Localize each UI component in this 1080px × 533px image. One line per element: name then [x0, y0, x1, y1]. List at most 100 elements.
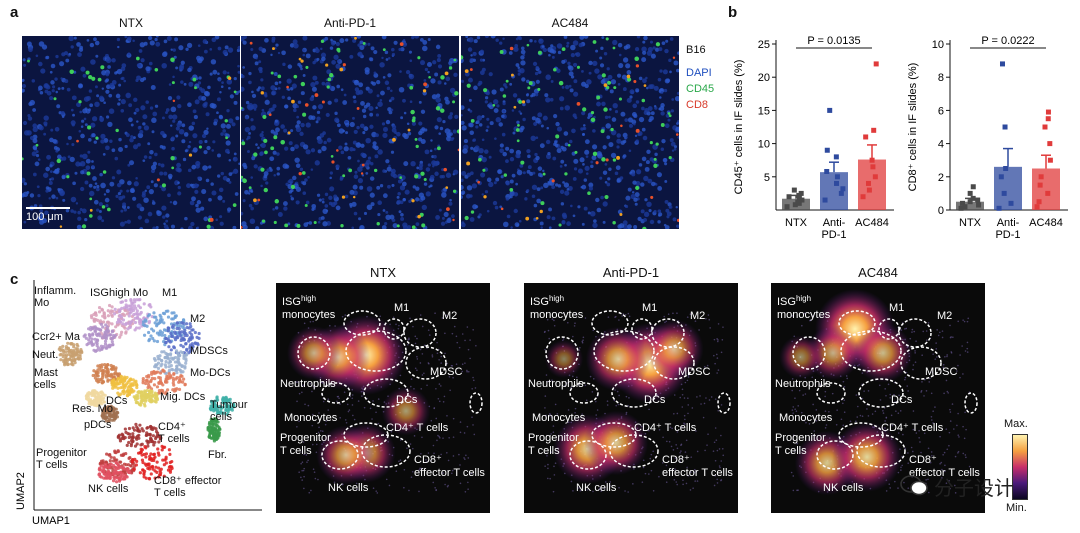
cd45-cell: [290, 184, 296, 190]
cluster-label: ISGhigh Mo: [90, 287, 148, 299]
umap-cell: [152, 443, 156, 447]
dapi-nucleus: [467, 47, 473, 52]
dapi-nucleus: [250, 176, 254, 179]
dapi-nucleus: [527, 165, 532, 170]
cd45-cell: [411, 118, 416, 123]
dapi-nucleus: [438, 132, 442, 135]
dapi-nucleus: [288, 178, 294, 184]
dapi-nucleus: [349, 189, 355, 195]
cd45-cell: [100, 65, 105, 70]
cd45-cell: [241, 141, 246, 146]
umap-cell: [154, 465, 158, 469]
umap-cell: [170, 325, 174, 329]
density-cell: [312, 320, 314, 323]
density-cell: [302, 469, 305, 472]
dapi-nucleus: [503, 83, 507, 87]
cd45-cell: [420, 171, 425, 176]
dapi-nucleus: [245, 100, 250, 105]
dapi-nucleus: [294, 157, 300, 163]
density-cell: [618, 486, 620, 489]
dapi-nucleus: [316, 57, 320, 61]
x-tick-label: NTX: [785, 217, 808, 229]
umap-cell: [152, 369, 156, 374]
dapi-nucleus: [554, 140, 558, 144]
data-point: [958, 205, 964, 211]
dapi-nucleus: [312, 60, 316, 65]
cd8-cell: [452, 218, 455, 222]
umap-cell: [228, 397, 232, 401]
dapi-nucleus: [437, 53, 442, 58]
cluster-label: MDSCs: [190, 345, 228, 357]
umap-cell: [149, 452, 153, 456]
dapi-nucleus: [73, 36, 77, 40]
cd45-cell: [626, 77, 632, 82]
dapi-nucleus: [120, 209, 124, 213]
density-cell: [430, 459, 432, 462]
dapi-nucleus: [353, 174, 359, 179]
umap-cell: [107, 303, 112, 308]
dapi-nucleus: [390, 108, 394, 112]
dapi-nucleus: [105, 188, 110, 193]
dapi-nucleus: [165, 111, 168, 114]
umap-cell: [116, 434, 121, 438]
dapi-nucleus: [418, 192, 425, 198]
umap-cell: [156, 354, 160, 359]
data-point: [970, 184, 976, 190]
density-cell: [609, 485, 611, 487]
dapi-nucleus: [440, 221, 446, 226]
data-point: [865, 180, 871, 186]
dapi-nucleus: [583, 206, 588, 211]
umap-cell: [95, 344, 99, 348]
density-cell: [440, 355, 443, 358]
dapi-nucleus: [181, 123, 186, 128]
density-cell: [545, 374, 548, 376]
dapi-nucleus: [443, 211, 449, 217]
umap-cell: [127, 440, 131, 445]
dapi-nucleus: [522, 53, 526, 57]
density-cell: [459, 421, 462, 423]
dapi-nucleus: [605, 123, 611, 129]
dapi-nucleus: [617, 224, 622, 229]
dapi-nucleus: [449, 57, 455, 64]
density-cell: [714, 459, 717, 462]
umap-cell: [101, 372, 105, 376]
umap-cell: [106, 309, 110, 313]
dapi-nucleus: [521, 46, 525, 51]
density-cell: [713, 484, 716, 487]
cd45-cell: [376, 222, 380, 226]
dapi-nucleus: [472, 58, 476, 62]
density-cell: [395, 323, 397, 326]
density-cell: [409, 317, 411, 320]
umap-cell: [209, 425, 213, 429]
umap-cell: [112, 312, 117, 316]
dapi-nucleus: [385, 58, 389, 61]
dapi-nucleus: [543, 182, 549, 189]
density-cell: [461, 363, 464, 366]
cluster-label: cells: [210, 411, 233, 423]
umap-cell: [142, 302, 146, 306]
dapi-nucleus: [105, 89, 110, 94]
umap-cell: [215, 398, 220, 402]
dapi-nucleus: [89, 190, 95, 197]
density-cell: [443, 395, 446, 398]
dapi-nucleus: [441, 168, 445, 172]
dapi-nucleus: [46, 90, 52, 96]
umap-cell: [179, 368, 183, 373]
dapi-nucleus: [23, 63, 27, 67]
density-cell: [376, 492, 379, 494]
umap-cell: [91, 326, 95, 330]
umap-cell: [108, 476, 112, 480]
dapi-nucleus: [269, 156, 275, 162]
cd45-cell: [499, 50, 504, 54]
dapi-nucleus: [441, 192, 447, 198]
cd45-cell: [301, 171, 306, 175]
cluster-outline: [363, 378, 409, 408]
dapi-nucleus: [151, 130, 155, 134]
dapi-nucleus: [592, 222, 598, 229]
dapi-nucleus: [255, 226, 260, 229]
dapi-nucleus: [276, 152, 280, 156]
dapi-nucleus: [359, 224, 365, 229]
umap-cell: [132, 313, 136, 317]
dapi-nucleus: [675, 206, 678, 209]
dapi-nucleus: [555, 183, 559, 187]
